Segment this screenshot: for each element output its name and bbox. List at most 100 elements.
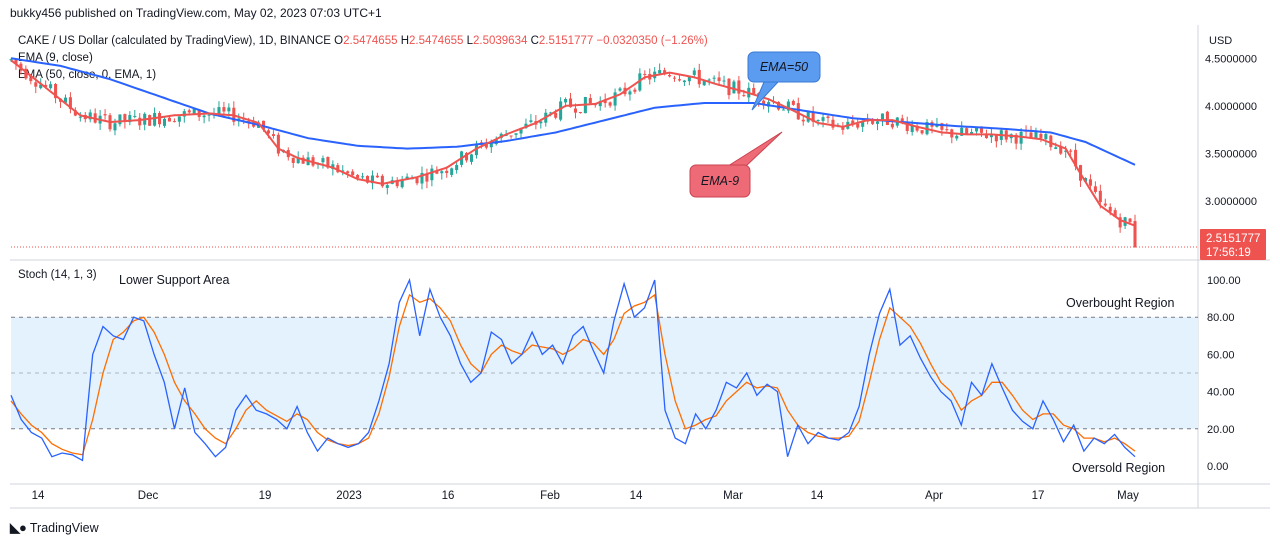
candle-body — [227, 107, 231, 112]
candle-body — [677, 79, 681, 81]
candle-body — [831, 119, 835, 128]
candle-body — [296, 157, 300, 164]
candle-body — [1044, 133, 1048, 140]
stoch-axis-ticks: 100.00 80.00 60.00 40.00 20.00 0.00 — [1207, 275, 1241, 473]
candle-body — [1049, 135, 1053, 148]
open-value: 2.5474655 — [343, 35, 398, 47]
candle-body — [365, 175, 370, 183]
candle-body — [415, 177, 419, 184]
candle-body — [791, 100, 795, 105]
stoch-legend[interactable]: Stoch (14, 1, 3) — [18, 269, 97, 281]
candle-body — [380, 175, 384, 187]
candle-body — [420, 172, 424, 184]
candle-body — [821, 117, 825, 121]
time-tick-label: 17 — [1032, 490, 1045, 502]
ema50-line — [10, 57, 1136, 166]
candle-body — [29, 77, 33, 82]
candle-body — [262, 120, 266, 130]
candle-body — [73, 110, 77, 116]
time-tick-label: 16 — [442, 490, 455, 502]
candle-body — [440, 171, 444, 174]
symbol-title[interactable]: CAKE / US Dollar (calculated by TradingV… — [18, 35, 331, 47]
candle-body — [1014, 134, 1018, 144]
candle-body — [1128, 218, 1132, 223]
ema50-legend[interactable]: EMA (50, close, 0, EMA, 1) — [18, 69, 157, 81]
candle-body — [321, 158, 325, 163]
candle-body — [940, 123, 944, 130]
candle-body — [826, 116, 830, 118]
candle-body — [658, 70, 662, 74]
time-tick-label: Mar — [723, 490, 743, 502]
time-tick-label: 14 — [32, 490, 45, 502]
high-value: 2.5474655 — [409, 35, 464, 47]
ema9-line — [10, 59, 1136, 227]
candle-body — [400, 179, 404, 188]
currency-label: USD — [1209, 35, 1232, 47]
candle-body — [672, 77, 677, 79]
candle-body — [271, 134, 275, 137]
candle-body — [608, 102, 612, 106]
ema9-legend[interactable]: EMA (9, close) — [18, 52, 93, 64]
ema50-callout: EMA=50 — [747, 51, 821, 111]
tradingview-logo[interactable]: ◣● TradingView — [10, 520, 99, 536]
candle-body — [247, 120, 251, 122]
candle-body — [356, 174, 360, 179]
candle-body — [331, 164, 335, 170]
candle-body — [578, 112, 582, 114]
price-tick-label: 3.5000000 — [1205, 148, 1257, 160]
candle-body — [118, 114, 122, 125]
stoch-tick-label: 80.00 — [1207, 312, 1235, 324]
candle-body — [34, 82, 38, 87]
candle-body — [148, 115, 152, 126]
candle-body — [49, 84, 53, 89]
candle-body — [1074, 149, 1078, 167]
candle-body — [801, 119, 805, 122]
candle-body — [776, 102, 781, 110]
candle-body — [1118, 217, 1122, 228]
candle-body — [346, 171, 350, 174]
tradingview-logo-icon: ◣● — [10, 520, 27, 535]
candle-body — [133, 115, 137, 117]
candle-body — [564, 99, 568, 103]
low-value: 2.5039634 — [473, 35, 528, 47]
symbol-legend: CAKE / US Dollar (calculated by TradingV… — [18, 35, 708, 47]
candle-body — [1059, 145, 1063, 154]
candle-body — [702, 80, 706, 86]
candle-body — [326, 156, 330, 168]
candle-body — [435, 170, 439, 174]
candle-body — [187, 110, 191, 113]
stoch-tick-label: 40.00 — [1207, 387, 1235, 399]
overbought-label: Overbought Region — [1066, 296, 1174, 310]
candle-body — [871, 121, 875, 124]
time-tick-label: 19 — [259, 490, 272, 502]
stoch-tick-label: 100.00 — [1207, 275, 1241, 287]
candle-body — [915, 125, 919, 131]
candle-body — [707, 79, 711, 81]
candle-body — [984, 134, 988, 139]
candle-body — [742, 95, 746, 97]
candle-body — [489, 142, 493, 148]
candle-body — [781, 109, 785, 111]
price-tick-label: 3.0000000 — [1205, 196, 1257, 208]
candle-body — [682, 80, 686, 83]
candle-body — [945, 129, 949, 131]
candle-body — [128, 115, 132, 123]
stoch-tick-label: 20.00 — [1207, 424, 1235, 436]
candle-body — [920, 130, 924, 134]
candle-body — [450, 168, 454, 175]
price-tick-label: 4.0000000 — [1205, 101, 1257, 113]
candle-body — [568, 98, 573, 108]
candle-body — [890, 123, 894, 128]
candle-body — [138, 117, 142, 126]
candle-body — [717, 77, 721, 82]
candle-body — [732, 81, 736, 94]
candle-body — [905, 121, 909, 131]
ema50-callout-text: EMA=50 — [760, 60, 808, 74]
candle-body — [613, 92, 617, 106]
candle-body — [722, 80, 726, 82]
candle-body — [1088, 179, 1092, 186]
candle-body — [1029, 132, 1033, 138]
candle-body — [425, 174, 429, 182]
candle-body — [465, 152, 469, 161]
